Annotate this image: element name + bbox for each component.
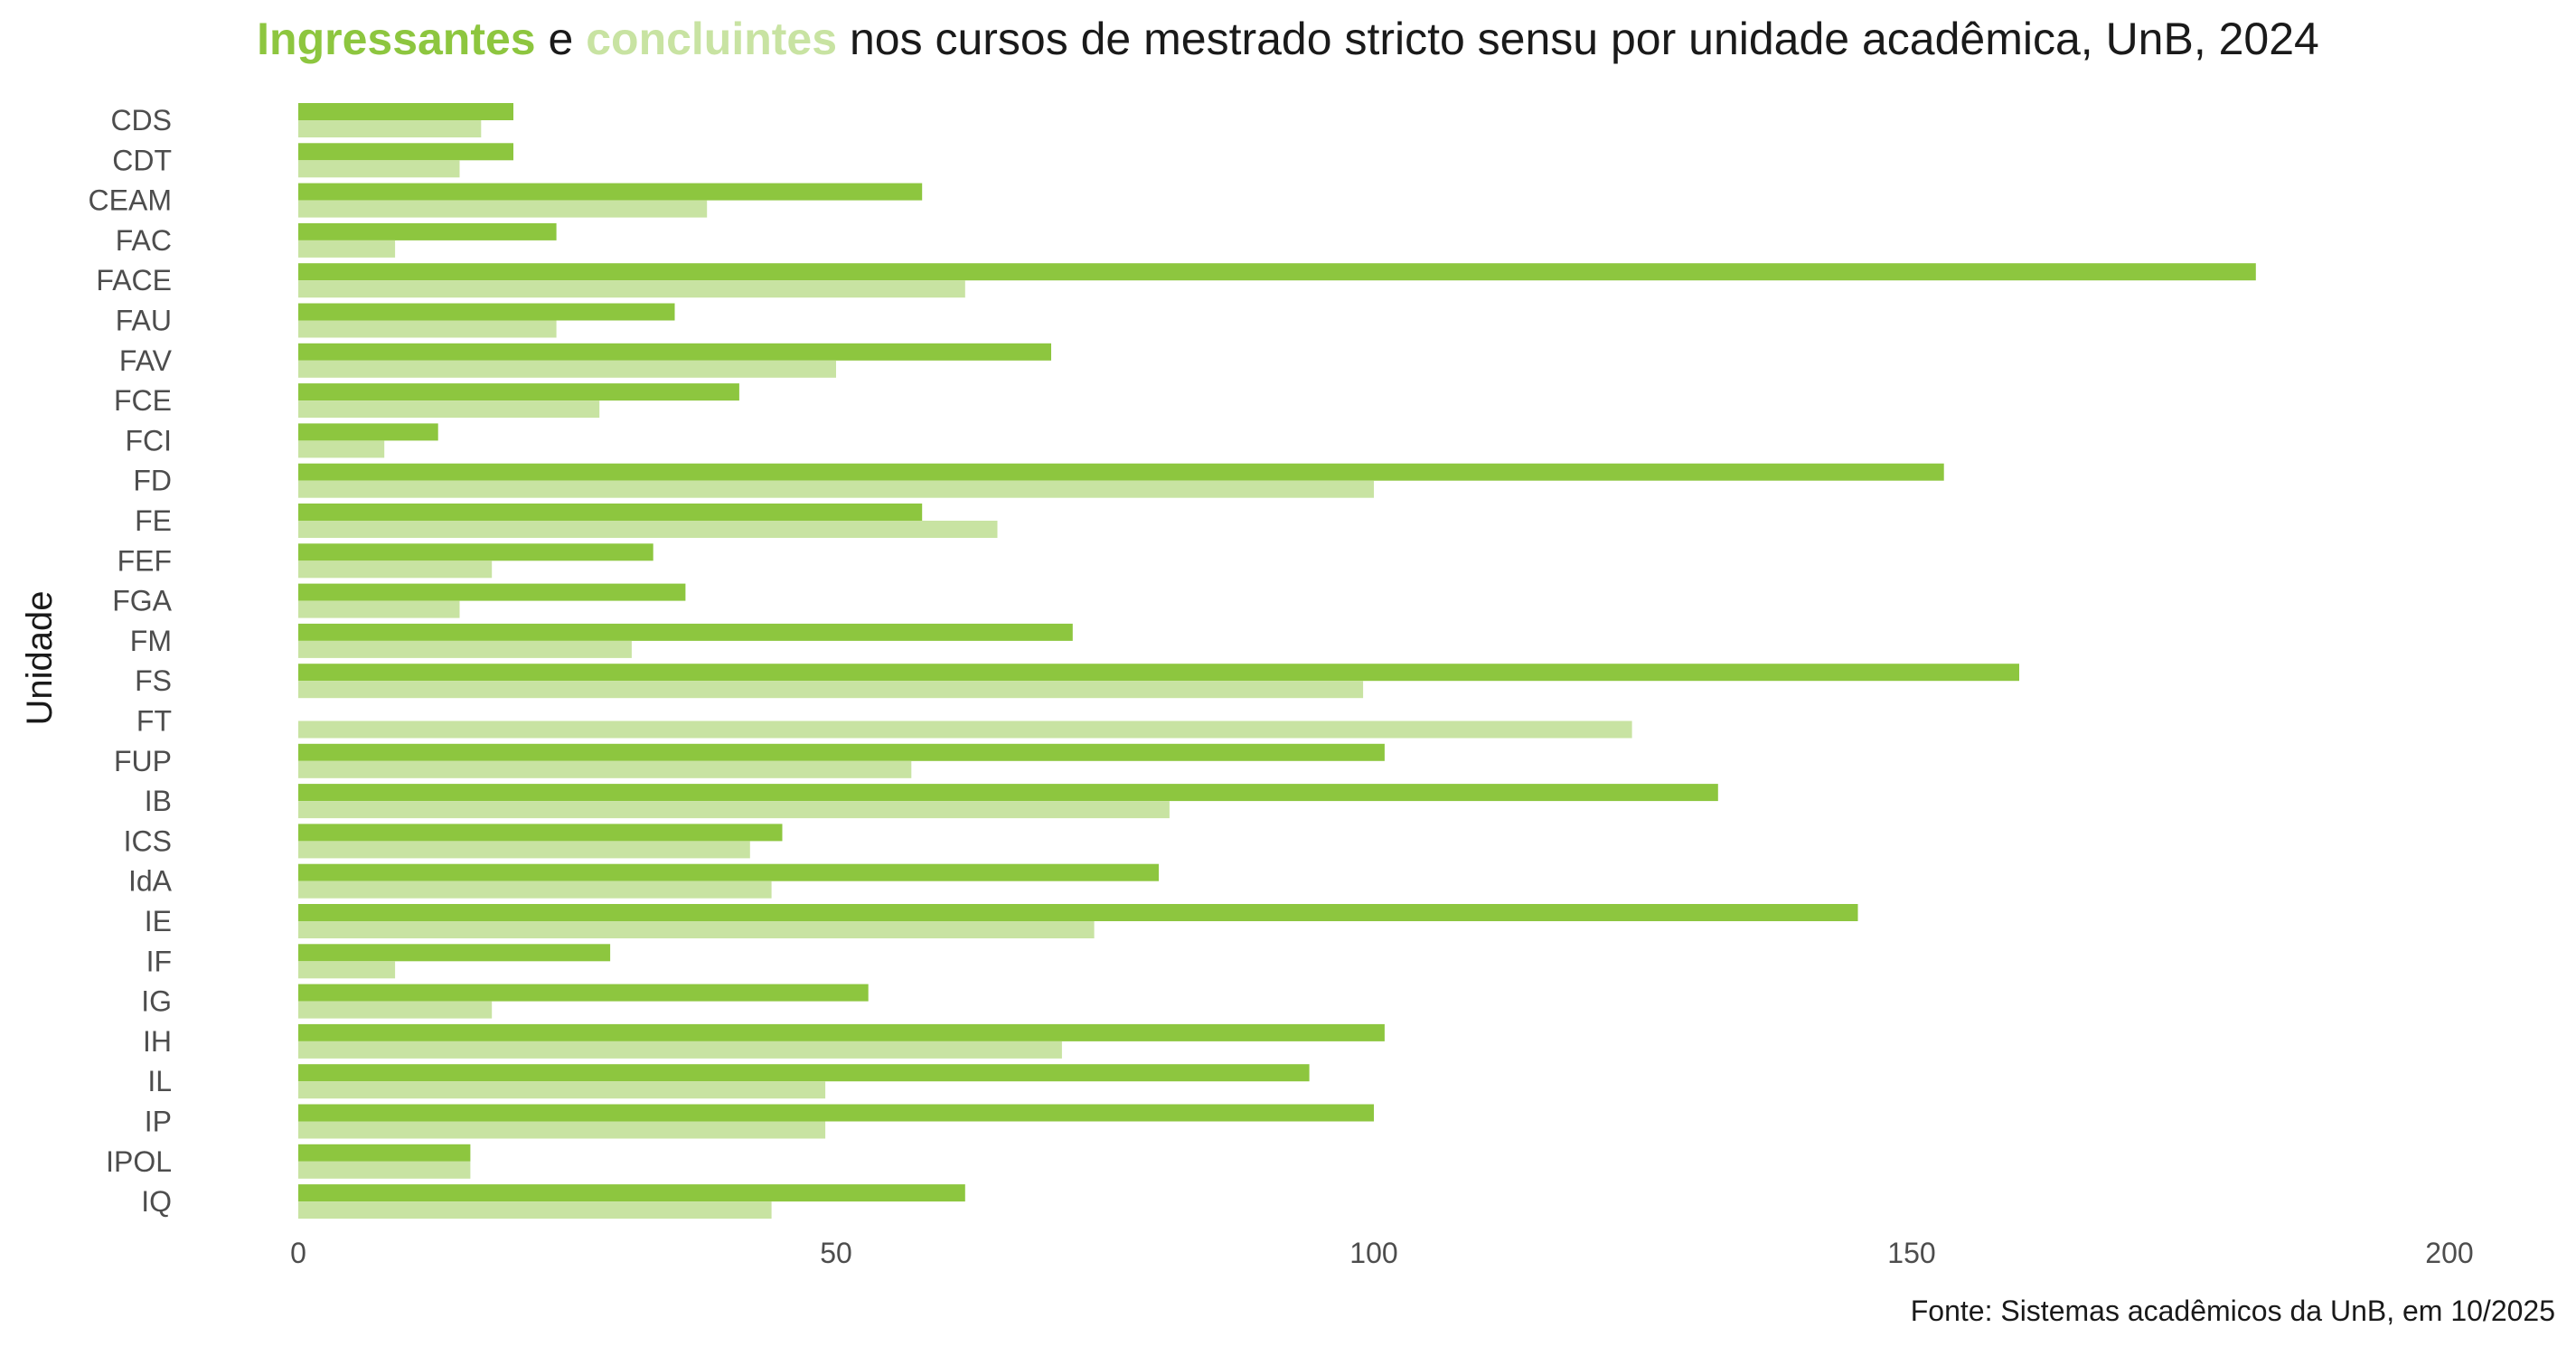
bar-concluintes-ib	[298, 801, 1170, 819]
source-caption: Fonte: Sistemas acadêmicos da UnB, em 10…	[1910, 1295, 2555, 1327]
bar-ingressantes-iq	[298, 1184, 965, 1202]
bar-ingressantes-fs	[298, 664, 2019, 682]
bar-concluintes-face	[298, 280, 965, 298]
chart-title: Ingressantes e concluintes nos cursos de…	[0, 13, 2576, 65]
bar-ingressantes-ib	[298, 784, 1718, 802]
y-tick-label-fs: FS	[135, 664, 172, 697]
bar-concluintes-ipol	[298, 1161, 471, 1179]
bar-ingressantes-fau	[298, 303, 675, 321]
bar-concluintes-iq	[298, 1201, 772, 1219]
y-tick-label-ib: IB	[145, 785, 172, 817]
y-tick-label-cdt: CDT	[112, 144, 172, 176]
title-connector: e	[535, 14, 587, 64]
bar-ingressantes-fav	[298, 343, 1051, 361]
bar-ingressantes-if	[298, 944, 611, 962]
bar-ingressantes-fac	[298, 222, 557, 240]
bar-concluintes-cdt	[298, 160, 460, 178]
y-tick-label-cds: CDS	[110, 104, 172, 137]
bar-ingressantes-ics	[298, 824, 783, 842]
y-tick-label-if: IF	[146, 945, 172, 977]
y-tick-label-ida: IdA	[128, 865, 173, 898]
y-tick-label-ft: FT	[136, 705, 172, 738]
bar-ingressantes-cds	[298, 103, 513, 120]
bar-concluintes-ft	[298, 720, 1632, 739]
bar-concluintes-ics	[298, 841, 750, 859]
bar-concluintes-cds	[298, 120, 482, 137]
y-axis-tick-labels: CDS CDT CEAM FAC FACE FAU FAV FCE FCI FD FE FEF FGA F…	[89, 104, 173, 1218]
y-tick-label-fga: FGA	[112, 585, 172, 617]
y-tick-label-fm: FM	[130, 625, 172, 657]
bar-ingressantes-ih	[298, 1023, 1385, 1041]
bar-concluintes-ie	[298, 921, 1095, 938]
y-tick-label-ip: IP	[145, 1106, 172, 1138]
y-tick-label-fau: FAU	[116, 305, 172, 337]
y-tick-label-ig: IG	[141, 985, 172, 1018]
bar-concluintes-fce	[298, 400, 600, 419]
bar-ingressantes-ipol	[298, 1144, 471, 1162]
y-tick-label-ceam: CEAM	[89, 184, 172, 217]
bar-ingressantes-ida	[298, 863, 1159, 881]
bar-concluintes-ip	[298, 1121, 826, 1139]
bar-ingressantes-ip	[298, 1104, 1374, 1122]
y-tick-label-ics: ICS	[124, 824, 172, 857]
bar-ingressantes-fup	[298, 743, 1385, 761]
bar-concluintes-fe	[298, 521, 998, 538]
y-tick-label-ih: IH	[143, 1025, 172, 1058]
bar-concluintes-fac	[298, 240, 396, 258]
x-tick-label-0: 0	[290, 1237, 306, 1269]
title-ingressantes: Ingressantes	[257, 14, 536, 64]
y-tick-label-fav: FAV	[119, 344, 173, 377]
bar-ingressantes-fe	[298, 504, 923, 521]
x-tick-label-200: 200	[2425, 1237, 2473, 1269]
y-tick-label-face: FACE	[96, 264, 172, 297]
bar-ingressantes-face	[298, 263, 2256, 281]
bars-layer	[298, 103, 2256, 1219]
bar-concluintes-ceam	[298, 200, 708, 218]
bar-ingressantes-fce	[298, 383, 739, 401]
bar-concluintes-fav	[298, 360, 836, 378]
y-tick-label-fce: FCE	[114, 384, 172, 417]
bar-ingressantes-fci	[298, 423, 438, 441]
y-tick-label-fd: FD	[133, 465, 172, 497]
bar-ingressantes-fga	[298, 583, 686, 601]
bar-concluintes-fga	[298, 600, 460, 618]
bar-ingressantes-il	[298, 1064, 1310, 1082]
bar-concluintes-ida	[298, 880, 772, 899]
x-tick-label-150: 150	[1887, 1237, 1935, 1269]
title-rest: nos cursos de mestrado stricto sensu por…	[837, 14, 2319, 64]
y-tick-label-fe: FE	[135, 504, 172, 537]
bar-concluintes-fm	[298, 640, 632, 658]
x-axis-tick-labels: 0 50 100 150 200	[290, 1237, 2474, 1269]
bar-ingressantes-ie	[298, 904, 1858, 921]
y-tick-label-ipol: IPOL	[106, 1145, 172, 1178]
bar-concluintes-fd	[298, 480, 1374, 498]
bar-ingressantes-fef	[298, 543, 653, 561]
bar-concluintes-fs	[298, 681, 1364, 699]
y-tick-label-fci: FCI	[125, 424, 172, 457]
bar-ingressantes-fd	[298, 463, 1944, 481]
bar-concluintes-fef	[298, 560, 493, 579]
x-tick-label-100: 100	[1349, 1237, 1397, 1269]
bar-concluintes-ig	[298, 1001, 493, 1019]
bar-concluintes-ih	[298, 1041, 1062, 1059]
title-concluintes: concluintes	[586, 14, 838, 64]
bar-ingressantes-ceam	[298, 183, 923, 201]
y-tick-label-il: IL	[147, 1065, 172, 1097]
bar-concluintes-il	[298, 1081, 826, 1099]
bar-ingressantes-fm	[298, 623, 1073, 641]
bar-concluintes-fci	[298, 440, 385, 458]
bar-ingressantes-cdt	[298, 143, 513, 161]
x-tick-label-50: 50	[820, 1237, 852, 1269]
y-tick-label-fef: FEF	[118, 544, 172, 577]
y-tick-label-iq: IQ	[141, 1185, 172, 1218]
bar-concluintes-fau	[298, 320, 557, 338]
bar-concluintes-if	[298, 961, 396, 979]
y-tick-label-fac: FAC	[116, 224, 172, 257]
y-tick-label-ie: IE	[145, 905, 172, 937]
bar-concluintes-fup	[298, 760, 912, 778]
bar-ingressantes-ig	[298, 984, 869, 1002]
y-axis-label: Unidade	[20, 590, 60, 725]
y-tick-label-fup: FUP	[114, 745, 172, 777]
